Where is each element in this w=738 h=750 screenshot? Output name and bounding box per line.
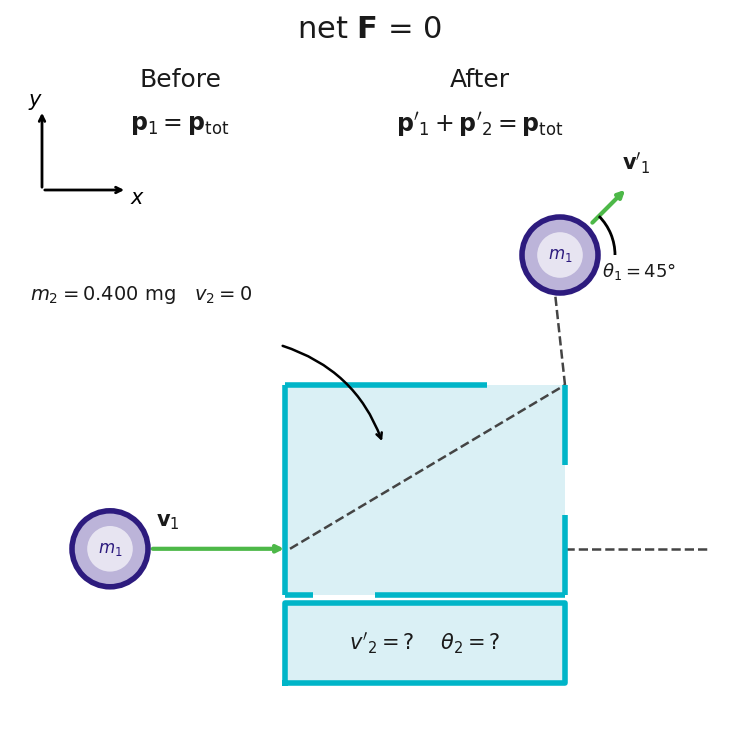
Circle shape xyxy=(72,511,148,586)
Text: $m_1$: $m_1$ xyxy=(548,246,572,264)
Text: $\theta_1 = 45°$: $\theta_1 = 45°$ xyxy=(602,261,676,282)
Text: net $\mathbf{F}$ = 0: net $\mathbf{F}$ = 0 xyxy=(297,16,441,44)
Text: $\mathbf{p}'_1 + \mathbf{p}'_2 = \mathbf{p}_{\mathrm{tot}}$: $\mathbf{p}'_1 + \mathbf{p}'_2 = \mathbf… xyxy=(396,111,564,140)
Text: $\mathbf{v}_1$: $\mathbf{v}_1$ xyxy=(156,512,179,532)
Circle shape xyxy=(524,219,596,291)
Text: $m_1$: $m_1$ xyxy=(97,540,123,558)
Circle shape xyxy=(537,232,583,278)
Circle shape xyxy=(87,526,133,572)
Text: $v'_2 = ?$    $\theta_2 = ?$: $v'_2 = ?$ $\theta_2 = ?$ xyxy=(349,630,500,656)
Text: Before: Before xyxy=(139,68,221,92)
Text: $\mathbf{v}'_1$: $\mathbf{v}'_1$ xyxy=(622,151,650,176)
Text: After: After xyxy=(450,68,510,92)
Text: $y$: $y$ xyxy=(28,92,43,112)
Bar xyxy=(285,385,565,595)
Circle shape xyxy=(522,217,598,293)
Circle shape xyxy=(74,513,146,585)
Text: $x$: $x$ xyxy=(130,188,145,208)
Text: $\mathbf{p}_1 = \mathbf{p}_{\mathrm{tot}}$: $\mathbf{p}_1 = \mathbf{p}_{\mathrm{tot}… xyxy=(131,113,230,137)
Text: $m_2 = 0.400\ \mathrm{mg}$   $v_2 = 0$: $m_2 = 0.400\ \mathrm{mg}$ $v_2 = 0$ xyxy=(30,284,252,306)
Bar xyxy=(285,603,565,683)
